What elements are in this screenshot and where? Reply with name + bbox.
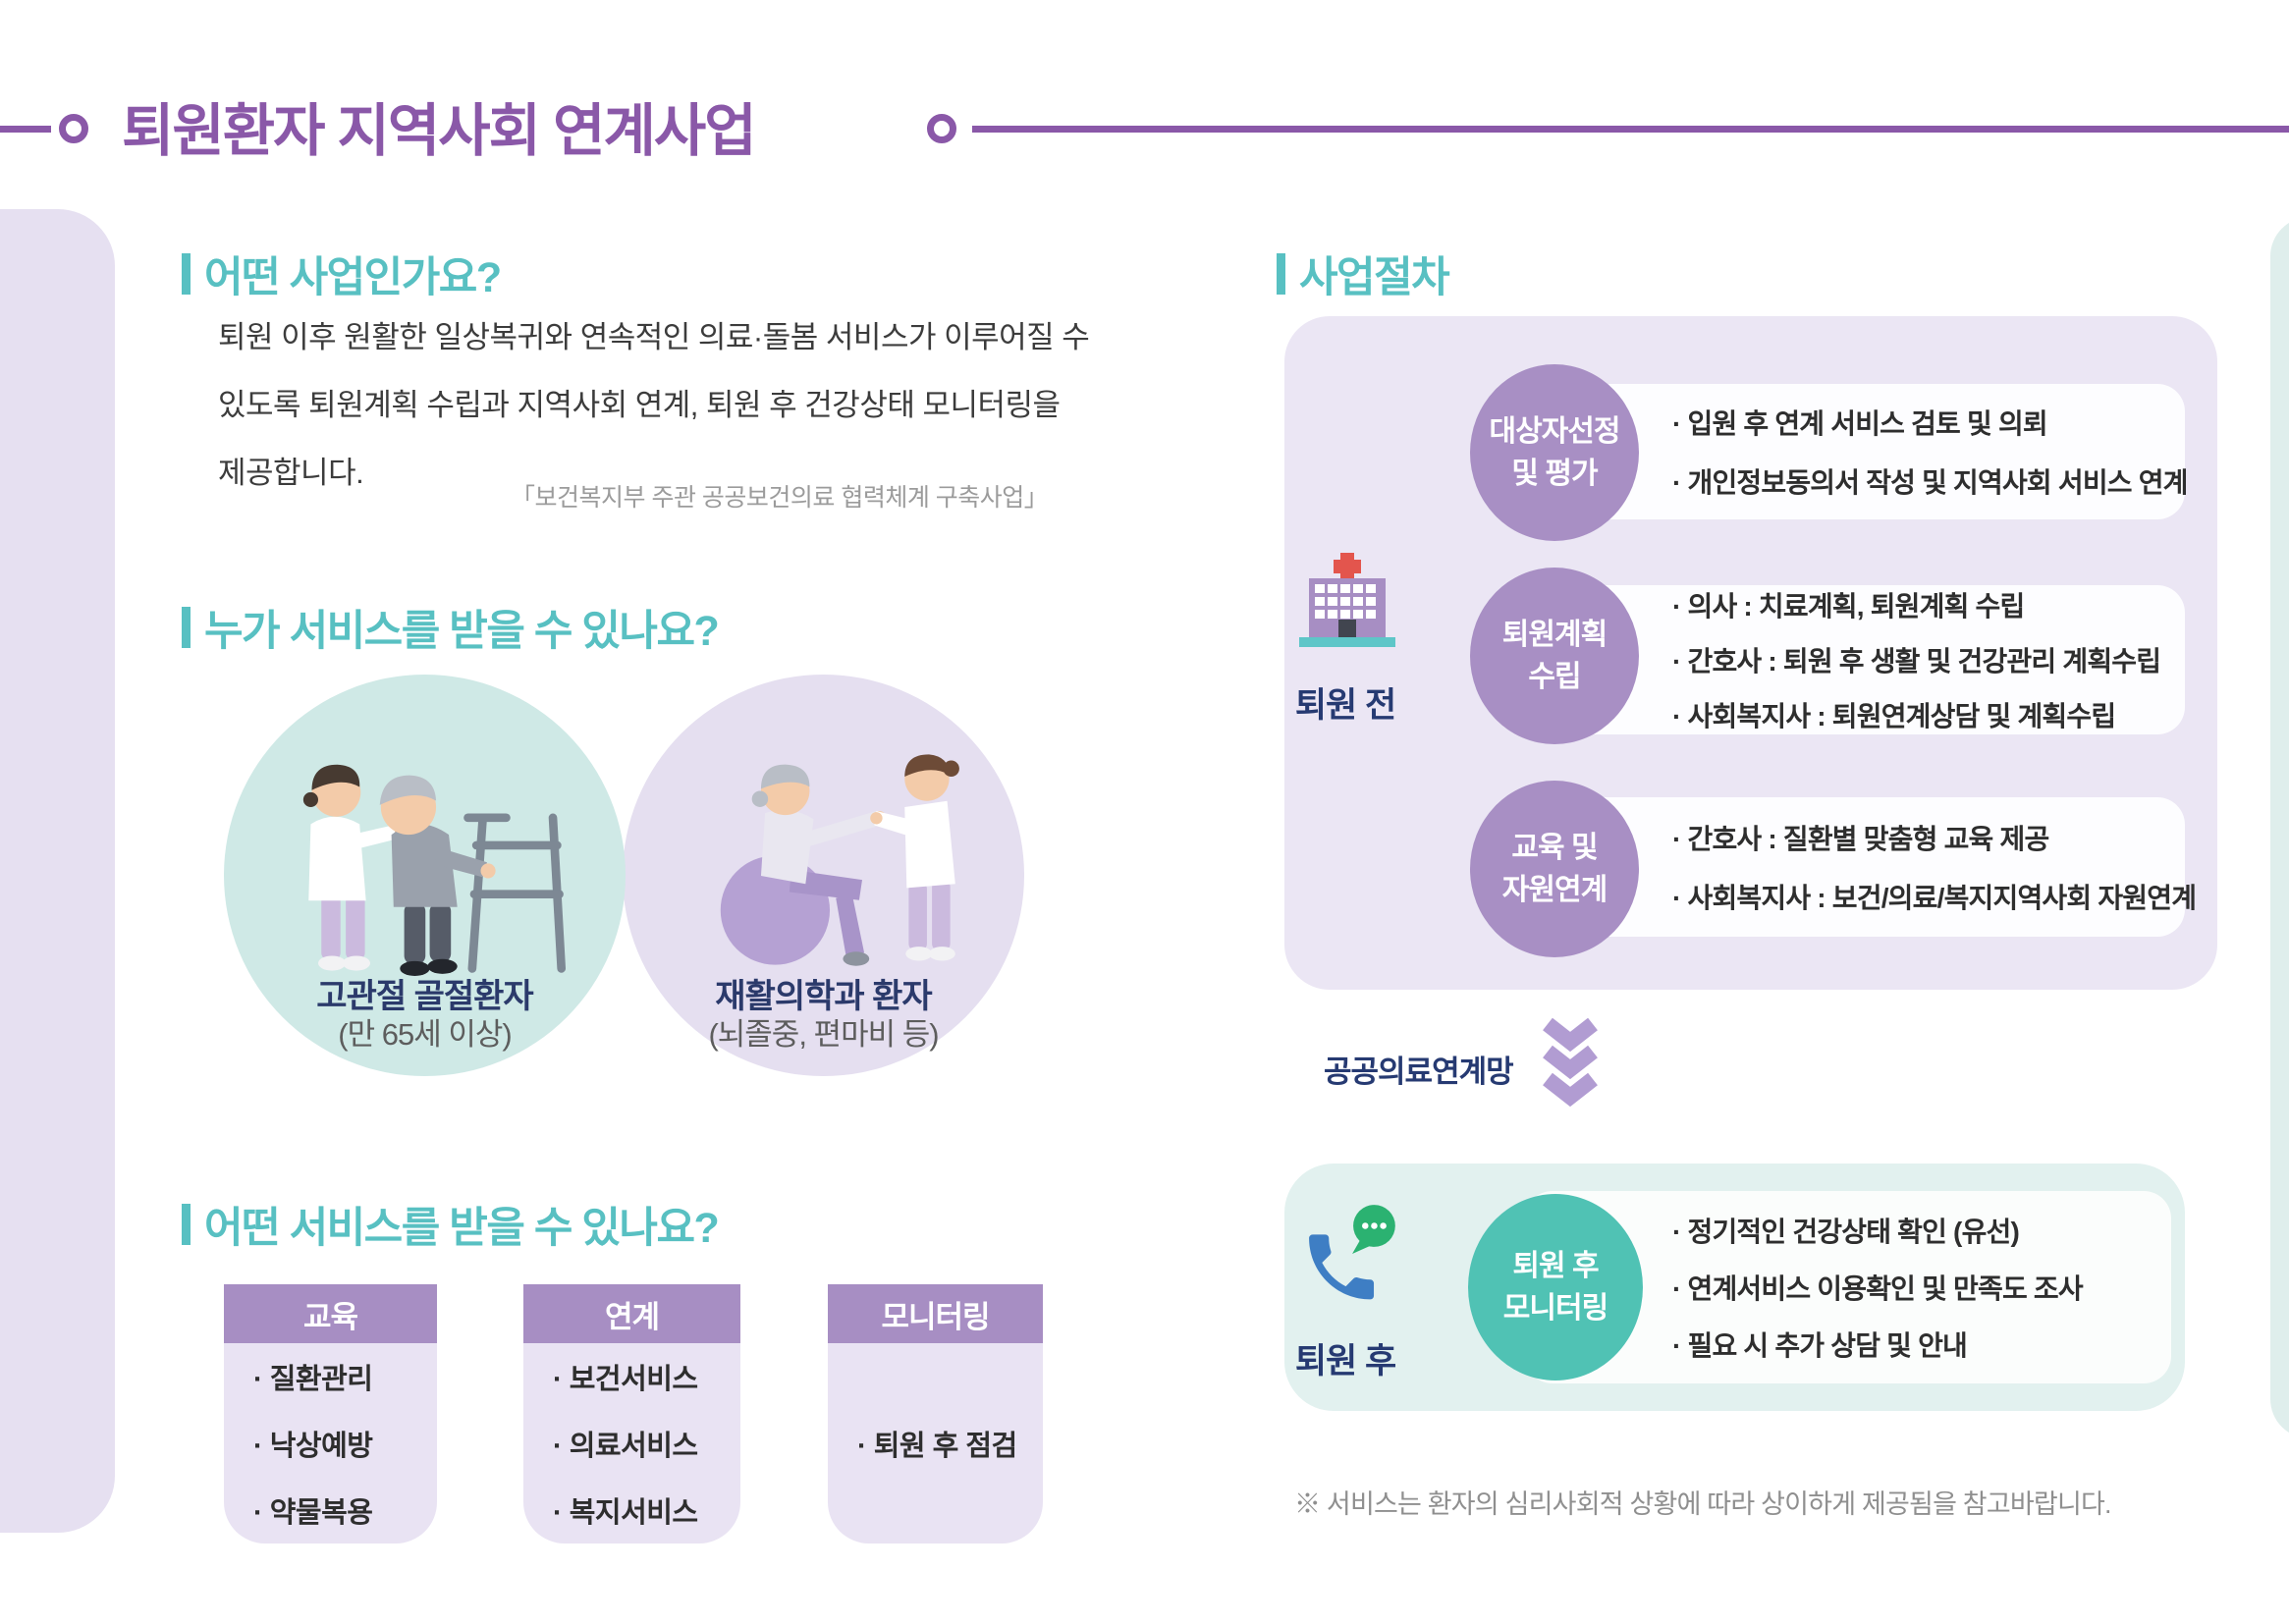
card-item: · 의료서비스 [553, 1431, 698, 1462]
step-circle-label: 교육 및 [1511, 832, 1598, 864]
step-circle-label: 수립 [1528, 661, 1581, 693]
heading-bar [182, 607, 191, 648]
target-circle-rehab: 재활의학과 환자 (뇌졸중, 편마비 등) [623, 675, 1024, 1076]
card-item: · 약물복용 [253, 1497, 373, 1529]
step-item: · 개인정보동의서 작성 및 지역사회 서비스 연계 [1672, 467, 2188, 498]
service-card-education: 교육 · 질환관리 · 낙상예방 · 약물복용 [224, 1284, 437, 1543]
card-header: 모니터링 [828, 1284, 1043, 1343]
monitoring-item: · 필요 시 추가 상담 및 안내 [1672, 1330, 1968, 1361]
illustration-rehab-ball [720, 754, 959, 966]
section-services-heading: 어떤 서비스를 받을 수 있나요? [182, 1194, 720, 1255]
heading-bar [182, 253, 191, 295]
card-header: 교육 [224, 1284, 437, 1343]
phase-label-before: 퇴원 전 [1294, 686, 1396, 725]
section-procedure-heading: 사업절차 [1277, 244, 1450, 304]
phase-label-after: 퇴원 후 [1294, 1342, 1396, 1380]
section-heading-text: 사업절차 [1299, 254, 1450, 301]
hospital-icon [1299, 553, 1395, 647]
heading-bar [182, 1204, 191, 1245]
monitoring-box: · 정기적인 건강상태 확인 (유선) · 연계서비스 이용확인 및 만족도 조… [1525, 1191, 2171, 1383]
step-item: · 사회복지사 : 보건/의료/복지지역사회 자원연계 [1672, 883, 2197, 913]
card-body: · 퇴원 후 점검 [828, 1343, 1043, 1543]
step-circle-label: 퇴원계획 [1501, 619, 1608, 651]
section-heading-text: 누가 서비스를 받을 수 있나요? [204, 608, 720, 655]
step-circle-label: 자원연계 [1501, 874, 1608, 906]
title-rule-left [0, 126, 51, 133]
target-subtitle: (뇌졸중, 편마비 등) [708, 1017, 939, 1052]
heading-bar [1277, 253, 1285, 295]
step-item: · 간호사 : 질환별 맞춤형 교육 제공 [1672, 824, 2049, 854]
step-item: · 의사 : 치료계획, 퇴원계획 수립 [1672, 591, 2025, 622]
title-ring-right-icon [927, 114, 956, 143]
illustration-caregiver-walker [302, 764, 567, 976]
right-accent-strip [2270, 217, 2289, 1438]
section-who-heading: 누가 서비스를 받을 수 있나요? [182, 597, 720, 658]
step-item: · 사회복지사 : 퇴원연계상담 및 계획수립 [1672, 701, 2116, 731]
chevron-down-icon [1543, 1018, 1598, 1108]
section-about-heading: 어떤 사업인가요? [182, 244, 502, 304]
section-heading-text: 어떤 서비스를 받을 수 있나요? [204, 1205, 720, 1252]
step-circle-education: 교육 및 자원연계 [1470, 781, 1639, 957]
step-circle-label: 및 평가 [1511, 458, 1598, 490]
target-title: 재활의학과 환자 [715, 978, 932, 1015]
service-card-monitoring: 모니터링 · 퇴원 후 점검 [828, 1284, 1043, 1543]
about-paragraph-line: 제공합니다. [218, 456, 364, 490]
target-circle-hip-fracture: 고관절 골절환자 (만 65세 이상) [224, 675, 626, 1076]
section-heading-text: 어떤 사업인가요? [204, 254, 502, 301]
target-subtitle: (만 65세 이상) [338, 1017, 512, 1052]
step-item: · 입원 후 연계 서비스 검토 및 의뢰 [1672, 408, 2048, 439]
step-circle-label: 대상자선정 [1489, 415, 1621, 448]
target-title: 고관절 골절환자 [316, 978, 533, 1015]
card-item: · 복지서비스 [553, 1497, 698, 1529]
network-label: 공공의료연계망 [1324, 1055, 1514, 1089]
step-circle-discharge-plan: 퇴원계획 수립 [1470, 568, 1639, 744]
card-body: · 보건서비스 · 의료서비스 · 복지서비스 [523, 1343, 740, 1543]
monitoring-circle-label: 모니터링 [1502, 1292, 1608, 1325]
about-citation: 「보건복지부 주관 공공보건의료 협력체계 구축사업」 [511, 484, 1049, 512]
service-card-linkage: 연계 · 보건서비스 · 의료서비스 · 복지서비스 [523, 1284, 740, 1543]
card-item: · 보건서비스 [553, 1364, 698, 1395]
card-item: · 퇴원 후 점검 [857, 1431, 1017, 1462]
about-paragraph-line: 있도록 퇴원계획 수립과 지역사회 연계, 퇴원 후 건강상태 모니터링을 [218, 388, 1061, 422]
phone-icon [1309, 1205, 1395, 1300]
title-ring-left-icon [59, 114, 88, 143]
monitoring-circle: 퇴원 후 모니터링 [1468, 1194, 1643, 1380]
step-box-discharge-plan: · 의사 : 치료계획, 퇴원계획 수립 · 간호사 : 퇴원 후 생활 및 건… [1525, 585, 2185, 734]
about-paragraph-line: 퇴원 이후 원활한 일상복귀와 연속적인 의료·돌봄 서비스가 이루어질 수 [218, 320, 1090, 354]
monitoring-item: · 연계서비스 이용확인 및 만족도 조사 [1672, 1273, 2084, 1304]
card-header: 연계 [523, 1284, 740, 1343]
footnote: ※ 서비스는 환자의 심리사회적 상황에 따라 상이하게 제공됨을 참고바랍니다… [1294, 1489, 2112, 1519]
chat-bubble-icon [1352, 1205, 1395, 1254]
card-item: · 질환관리 [253, 1364, 373, 1395]
monitoring-item: · 정기적인 건강상태 확인 (유선) [1672, 1217, 2020, 1247]
page-title: 퇴원환자 지역사회 연계사업 [122, 99, 757, 163]
monitoring-circle-label: 퇴원 후 [1512, 1250, 1599, 1282]
left-accent-strip [0, 209, 115, 1533]
title-rule-right [972, 126, 2289, 133]
step-item: · 간호사 : 퇴원 후 생활 및 건강관리 계획수립 [1672, 646, 2161, 677]
card-item: · 낙상예방 [253, 1431, 373, 1462]
step-circle-selection: 대상자선정 및 평가 [1470, 364, 1639, 541]
card-body: · 질환관리 · 낙상예방 · 약물복용 [224, 1343, 437, 1543]
